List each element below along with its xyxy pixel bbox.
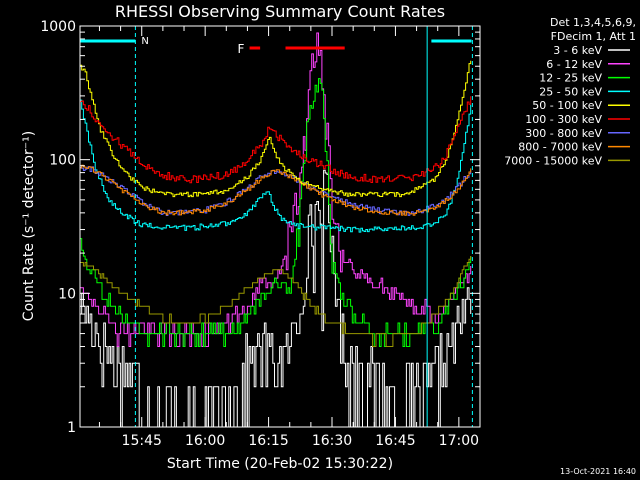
- x-tick-label: 16:30: [312, 433, 352, 449]
- legend-entry-label: 12 - 25 keV: [539, 72, 602, 85]
- plot-frame: [79, 25, 481, 428]
- x-axis: 15:45 16:00 16:15 16:30 16:45 17:00: [98, 26, 479, 449]
- series-line-800-7000-kev: [80, 164, 472, 216]
- series-line-100-300-kev: [80, 96, 472, 184]
- chart-title: RHESSI Observing Summary Count Rates: [115, 2, 445, 21]
- legend-entry-label: 25 - 50 keV: [539, 85, 602, 98]
- legend-title-line-2: FDecim 1, Att 1: [551, 30, 636, 43]
- y-axis: 1 10 100 1000: [40, 19, 480, 436]
- legend-entry-label: 3 - 6 keV: [553, 44, 602, 57]
- legend-entry-label: 50 - 100 keV: [532, 99, 602, 112]
- y-tick-label: 100: [49, 153, 76, 169]
- series-line-6-12-kev: [80, 32, 472, 347]
- series-line-50-100-kev: [80, 60, 472, 198]
- legend-title-line-1: Det 1,3,4,5,6,9,: [550, 16, 636, 29]
- y-tick-label: 1000: [40, 19, 76, 35]
- series-line-7000-15000-kev: [80, 256, 472, 347]
- x-tick-label: 15:45: [122, 433, 162, 449]
- legend-entry-label: 6 - 12 keV: [546, 58, 602, 71]
- series-line-25-50-kev: [80, 99, 472, 233]
- series-line-3-6-kev: [80, 169, 472, 427]
- legend-entry-label: 300 - 800 keV: [525, 127, 602, 140]
- series-layer: [80, 32, 472, 427]
- legend-entry-label: 7000 - 15000 keV: [504, 154, 602, 167]
- x-tick-label: 16:15: [248, 433, 288, 449]
- x-axis-label: Start Time (20-Feb-02 15:30:22): [167, 456, 393, 472]
- series-line-12-25-kev: [80, 78, 472, 347]
- x-tick-label: 16:00: [185, 433, 225, 449]
- x-tick-label: 17:00: [439, 433, 479, 449]
- y-tick-label: 10: [58, 286, 76, 302]
- footer-timestamp: 13-Oct-2021 16:40: [560, 467, 636, 476]
- night-label: N: [141, 36, 148, 47]
- flare-label: F: [238, 42, 245, 56]
- legend-entry-label: 800 - 7000 keV: [518, 141, 602, 154]
- legend: Det 1,3,4,5,6,9, FDecim 1, Att 1 3 - 6 k…: [504, 16, 636, 167]
- y-tick-label: 1: [67, 420, 76, 436]
- legend-entry-label: 100 - 300 keV: [525, 113, 602, 126]
- x-tick-label: 16:45: [375, 433, 415, 449]
- y-axis-label: Count Rate (s⁻¹ detector⁻¹): [21, 131, 37, 321]
